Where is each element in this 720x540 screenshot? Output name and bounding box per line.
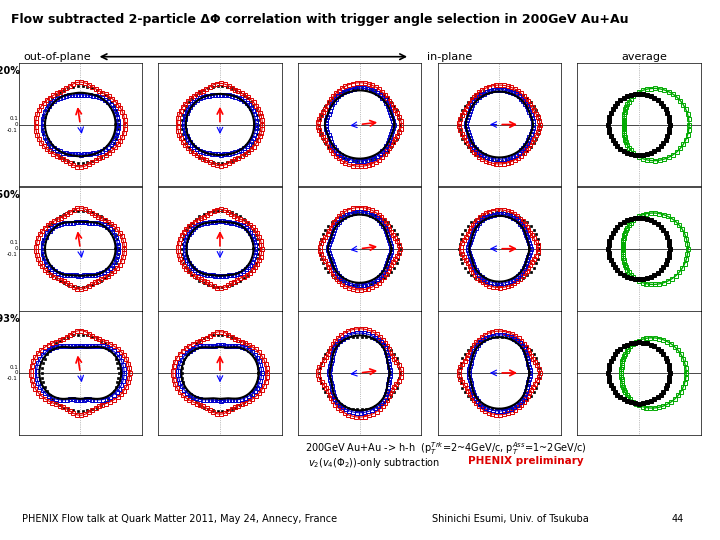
- Text: $v_2(v_4(\Phi_2))$-only subtraction: $v_2(v_4(\Phi_2))$-only subtraction: [308, 456, 441, 470]
- Text: 0.1: 0.1: [9, 364, 18, 369]
- Text: Shinichi Esumi, Univ. of Tsukuba: Shinichi Esumi, Univ. of Tsukuba: [432, 514, 589, 524]
- Text: 0-20%: 0-20%: [0, 66, 20, 76]
- Text: 50-93%: 50-93%: [0, 314, 20, 324]
- Text: 0: 0: [14, 122, 18, 127]
- Text: 20-50%: 20-50%: [0, 190, 20, 200]
- Text: 0: 0: [14, 370, 18, 375]
- Text: average: average: [621, 52, 667, 62]
- Text: PHENIX preliminary: PHENIX preliminary: [468, 456, 583, 467]
- Text: 44: 44: [672, 514, 684, 524]
- Text: -0.1: -0.1: [7, 128, 18, 133]
- Text: Flow subtracted 2-particle ΔΦ correlation with trigger angle selection in 200GeV: Flow subtracted 2-particle ΔΦ correlatio…: [11, 14, 629, 26]
- Text: 0: 0: [14, 246, 18, 251]
- Text: PHENIX Flow talk at Quark Matter 2011, May 24, Annecy, France: PHENIX Flow talk at Quark Matter 2011, M…: [22, 514, 337, 524]
- Text: 200GeV Au+Au -> h-h  (p$_T^{Trk}$=2~4GeV/c, p$_T^{Ass}$=1~2GeV/c): 200GeV Au+Au -> h-h (p$_T^{Trk}$=2~4GeV/…: [305, 440, 588, 457]
- Text: -0.1: -0.1: [7, 252, 18, 257]
- Text: -0.1: -0.1: [7, 376, 18, 381]
- Text: 0.1: 0.1: [9, 240, 18, 245]
- Text: in-plane: in-plane: [427, 52, 472, 62]
- Text: 0.1: 0.1: [9, 116, 18, 121]
- Text: out-of-plane: out-of-plane: [24, 52, 91, 62]
